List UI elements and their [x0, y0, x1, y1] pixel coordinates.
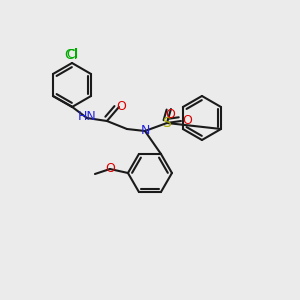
Text: HN: HN	[78, 110, 96, 124]
Text: O: O	[182, 115, 192, 128]
Text: Cl: Cl	[64, 48, 78, 62]
Text: S: S	[163, 116, 171, 130]
Text: Cl: Cl	[66, 47, 78, 61]
Text: O: O	[105, 161, 115, 175]
Text: N: N	[140, 124, 150, 136]
Text: O: O	[116, 100, 126, 112]
Text: O: O	[165, 109, 175, 122]
